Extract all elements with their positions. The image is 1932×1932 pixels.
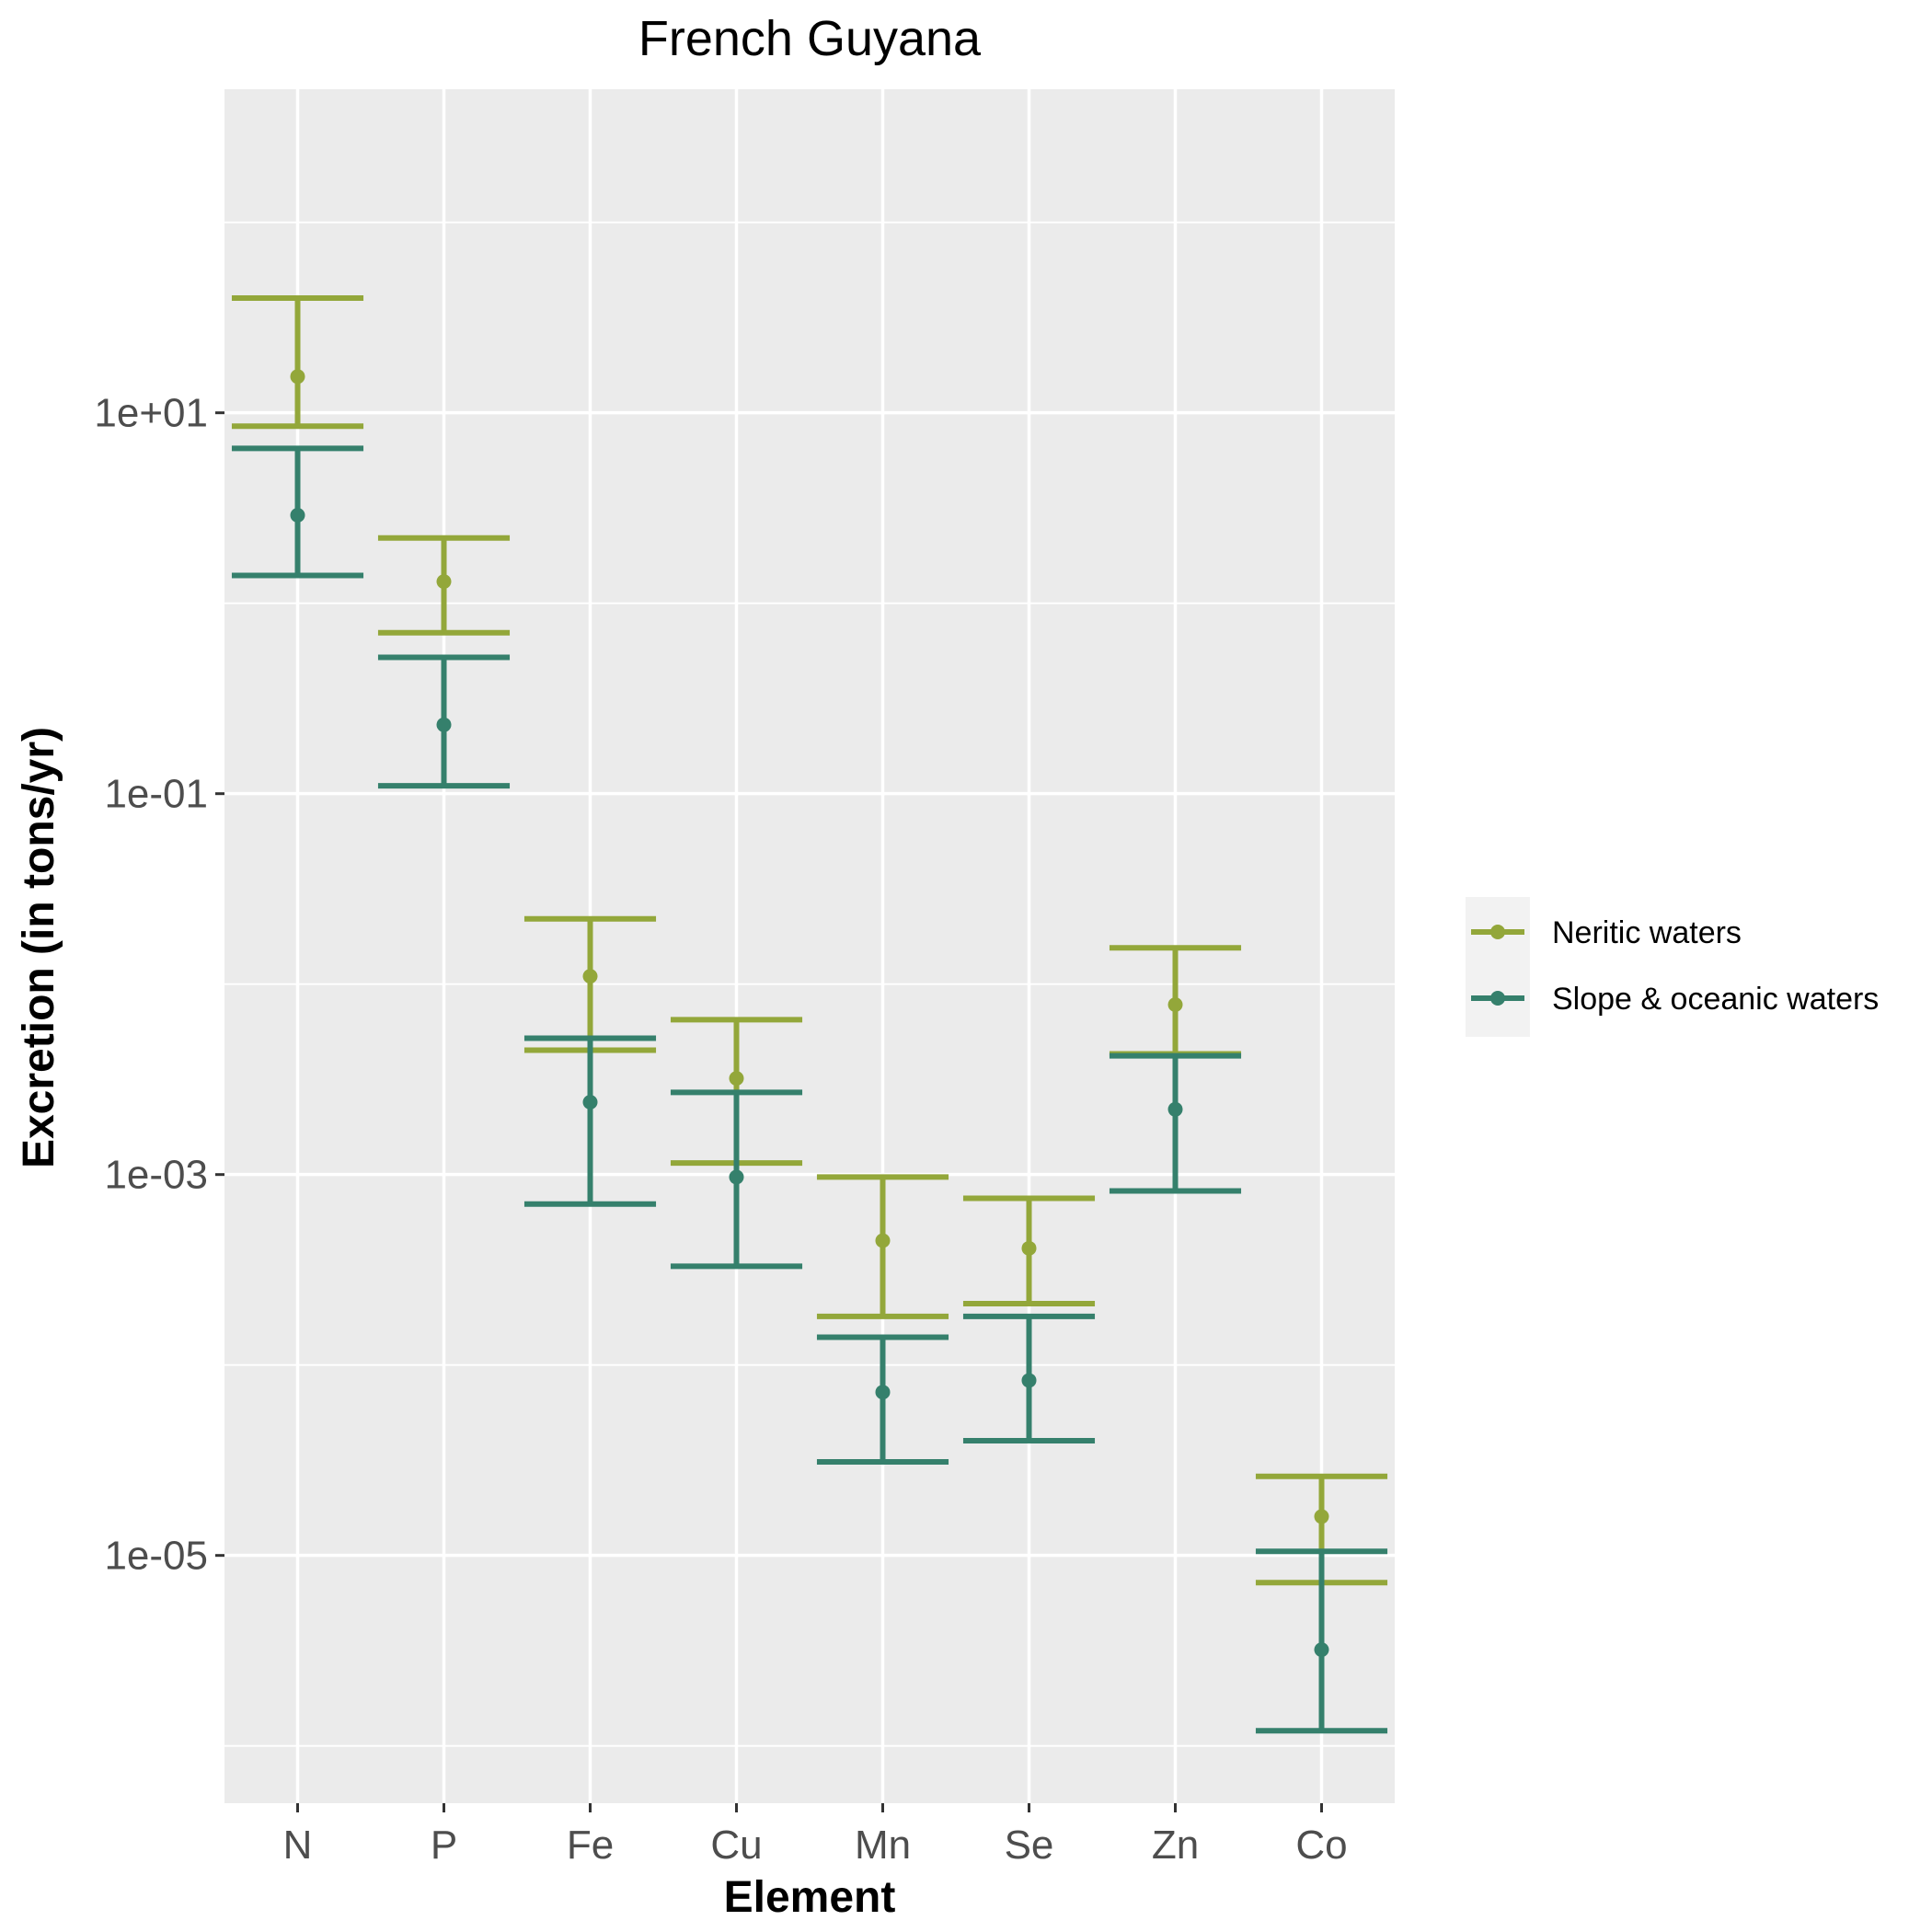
legend-label-neritic-waters: Neritic waters — [1552, 915, 1742, 950]
x-tick-label-p: P — [431, 1823, 457, 1868]
x-tick-label-n: N — [283, 1823, 313, 1868]
y-tick-label: 1e-05 — [104, 1534, 208, 1579]
point-slope-oceanic-waters-mn — [875, 1385, 891, 1400]
series-slope-oceanic-waters — [231, 445, 1388, 1734]
y-tick-label: 1e-01 — [104, 772, 208, 817]
legend-label-slope-oceanic-waters: Slope & oceanic waters — [1552, 982, 1879, 1017]
point-neritic-waters-n — [290, 369, 305, 385]
point-slope-oceanic-waters-se — [1021, 1373, 1037, 1388]
legend-key-background — [1466, 897, 1530, 1037]
legend: Neritic waters Slope & oceanic waters — [1466, 897, 1879, 1037]
point-neritic-waters-zn — [1167, 997, 1183, 1013]
x-tick-label-se: Se — [1005, 1823, 1054, 1868]
point-slope-oceanic-waters-n — [290, 507, 305, 523]
x-tick-label-cu: Cu — [710, 1823, 762, 1868]
y-tick-label: 1e+01 — [94, 391, 208, 436]
x-axis-title: Element — [724, 1873, 896, 1922]
x-axis: N P Fe Cu Mn Se Zn Co — [283, 1803, 1348, 1868]
y-axis: 1e+01 1e-01 1e-03 1e-05 — [94, 391, 224, 1579]
chart-title: French Guyana — [638, 11, 982, 66]
y-tick-label: 1e-03 — [104, 1153, 208, 1198]
point-slope-oceanic-waters-fe — [582, 1094, 598, 1110]
point-neritic-waters-cu — [729, 1071, 744, 1087]
x-tick-label-mn: Mn — [855, 1823, 911, 1868]
legend-key-point-neritic-waters — [1490, 925, 1505, 939]
error-bar-marks — [231, 295, 1388, 1734]
minor-gridlines — [224, 221, 1395, 1747]
x-tick-label-co: Co — [1295, 1823, 1347, 1868]
x-tick-label-fe: Fe — [567, 1823, 614, 1868]
point-slope-oceanic-waters-co — [1314, 1642, 1329, 1658]
point-neritic-waters-mn — [875, 1233, 891, 1248]
point-neritic-waters-se — [1021, 1240, 1037, 1256]
legend-key-point-slope-oceanic-waters — [1490, 991, 1505, 1006]
point-slope-oceanic-waters-cu — [729, 1169, 744, 1185]
point-slope-oceanic-waters-zn — [1167, 1101, 1183, 1117]
point-slope-oceanic-waters-p — [436, 717, 452, 732]
point-neritic-waters-p — [436, 574, 452, 590]
x-tick-label-zn: Zn — [1152, 1823, 1199, 1868]
point-neritic-waters-co — [1314, 1509, 1329, 1524]
point-neritic-waters-fe — [582, 969, 598, 984]
y-axis-title: Excretion (in tons/yr) — [15, 727, 63, 1168]
